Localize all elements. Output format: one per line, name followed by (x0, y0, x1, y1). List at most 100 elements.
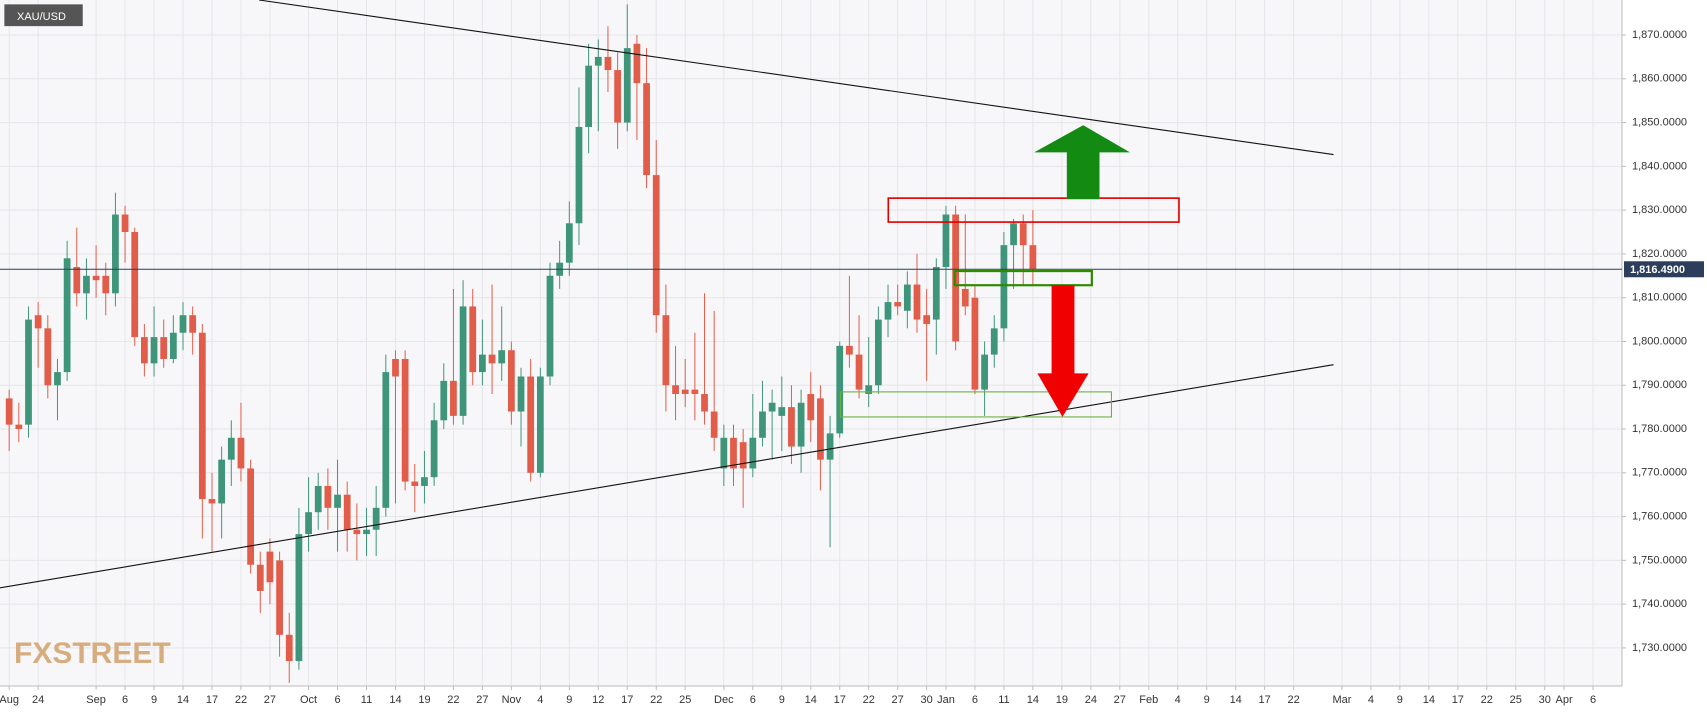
y-tick-label: 1,780.0000 (1632, 423, 1687, 435)
candle-body (932, 267, 940, 320)
candle-body (701, 394, 708, 412)
watermark: FXSTREET (14, 637, 171, 670)
candle-body (739, 442, 747, 469)
x-tick-label: 14 (805, 694, 817, 706)
candle-body (565, 223, 573, 263)
y-tick-label: 1,870.0000 (1632, 29, 1687, 41)
candle-body (34, 315, 42, 329)
candle-body (102, 275, 110, 294)
candle-body (536, 376, 544, 473)
x-tick-label: 9 (1204, 694, 1210, 706)
x-tick-label: 17 (206, 694, 218, 706)
candle-body (903, 284, 911, 311)
candle-body (343, 494, 351, 530)
candle-body (372, 507, 380, 530)
candle-body (169, 332, 177, 359)
x-tick-label: Apr (1555, 694, 1572, 706)
candle-body (131, 232, 139, 338)
candle-body (121, 214, 129, 233)
x-tick-label: 22 (1481, 694, 1493, 706)
x-tick-label: 19 (1056, 694, 1068, 706)
candle-body (855, 354, 863, 390)
candle-body (981, 354, 988, 390)
x-tick-label: 22 (1288, 694, 1300, 706)
symbol-box (4, 4, 83, 27)
candle-body (363, 529, 370, 535)
candle-body (112, 214, 119, 294)
candle-body (92, 275, 100, 281)
candle-body (546, 275, 554, 377)
candle-body (652, 175, 660, 316)
candle-body (826, 433, 834, 460)
candle-body (759, 411, 766, 438)
x-tick-label: 4 (1368, 694, 1374, 706)
candle-body (324, 485, 332, 508)
candle-body (5, 398, 13, 425)
candle-body (256, 564, 264, 592)
candle-body (1019, 223, 1027, 246)
last-price-label: 1,816.4900 (1630, 264, 1685, 276)
candle-body (237, 437, 245, 469)
support-box (953, 269, 1093, 287)
x-tick-label: Jan (937, 694, 955, 706)
x-tick-label: 4 (1175, 694, 1181, 706)
x-tick-label: 6 (122, 694, 128, 706)
x-tick-label: Feb (1139, 694, 1158, 706)
candle-body (353, 529, 361, 535)
candle-body (730, 437, 737, 469)
x-tick-label: 30 (1539, 694, 1551, 706)
candle-body (334, 494, 341, 508)
candle-body (643, 83, 650, 176)
symbol-label: XAU/USD (17, 11, 66, 23)
candle-body (865, 385, 873, 395)
y-tick-label: 1,800.0000 (1632, 335, 1687, 347)
x-tick-label: 27 (892, 694, 904, 706)
candle-body (198, 332, 206, 500)
y-tick-label: 1,810.0000 (1632, 292, 1687, 304)
candle-body (807, 394, 815, 421)
candle-body (15, 424, 23, 430)
candle-body (73, 267, 81, 294)
x-tick-label: 11 (998, 694, 1009, 706)
candle-body (382, 372, 390, 508)
x-tick-label: 4 (537, 694, 543, 706)
y-tick-label: 1,820.0000 (1632, 248, 1687, 260)
candle-body (469, 306, 477, 373)
candle-body (25, 319, 32, 425)
candle-body (160, 337, 168, 359)
candle-body (218, 459, 226, 504)
candle-body (749, 437, 757, 469)
y-tick-label: 1,790.0000 (1632, 379, 1687, 391)
x-tick-label: 6 (334, 694, 340, 706)
up-arrow (1034, 125, 1130, 200)
candle-body (517, 376, 525, 412)
x-tick-label: 24 (1085, 694, 1097, 706)
candle-body (285, 634, 293, 662)
candle-body (672, 385, 679, 395)
candle-body (585, 65, 593, 127)
x-tick-label: 27 (1114, 694, 1126, 706)
target-box (839, 391, 1113, 418)
x-tick-label: Mar (1332, 694, 1351, 706)
candle-body (392, 358, 399, 377)
x-tick-label: 9 (566, 694, 572, 706)
candle-body (623, 48, 631, 123)
candle-body (614, 70, 621, 123)
down-arrow (1037, 285, 1089, 417)
x-tick-label: 11 (361, 694, 372, 706)
candle-body (247, 468, 254, 565)
candle-body (1029, 245, 1037, 270)
candle-body (884, 302, 892, 320)
candle-body (450, 380, 457, 416)
candle-body (633, 43, 641, 84)
candle-body (768, 402, 776, 412)
x-tick-label: 30 (921, 694, 933, 706)
resistance-box (887, 197, 1180, 223)
candle-body (817, 398, 824, 460)
candle-body (141, 337, 148, 364)
candle-body (990, 328, 998, 355)
candle-body (488, 354, 496, 364)
candle-body (227, 437, 235, 460)
x-tick-label: 9 (1397, 694, 1403, 706)
